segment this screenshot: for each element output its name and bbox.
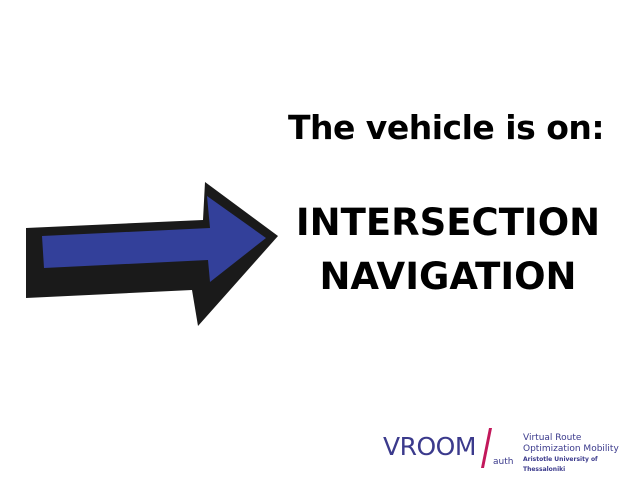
vroom-logo: VROOM auth Virtual Route Optimization Mo… — [383, 428, 623, 475]
tagline-line-2: Optimization Mobility — [523, 444, 619, 454]
institution: Aristotle University of Thessaloniki — [523, 456, 598, 473]
logo-slash-icon — [481, 428, 492, 468]
navigation-status: INTERSECTION NAVIGATION — [276, 196, 620, 304]
status-line-2: NAVIGATION — [319, 255, 577, 298]
heading: The vehicle is on: — [287, 108, 605, 147]
logo-name: VROOM — [383, 432, 476, 461]
status-line-1: INTERSECTION — [295, 201, 601, 244]
tagline-line-1: Virtual Route — [523, 433, 582, 443]
arrow-fill — [42, 196, 266, 282]
right-arrow-icon — [26, 182, 278, 326]
logo-tagline: Virtual Route Optimization Mobility Aris… — [523, 433, 623, 475]
logo-suffix: auth — [493, 457, 514, 467]
